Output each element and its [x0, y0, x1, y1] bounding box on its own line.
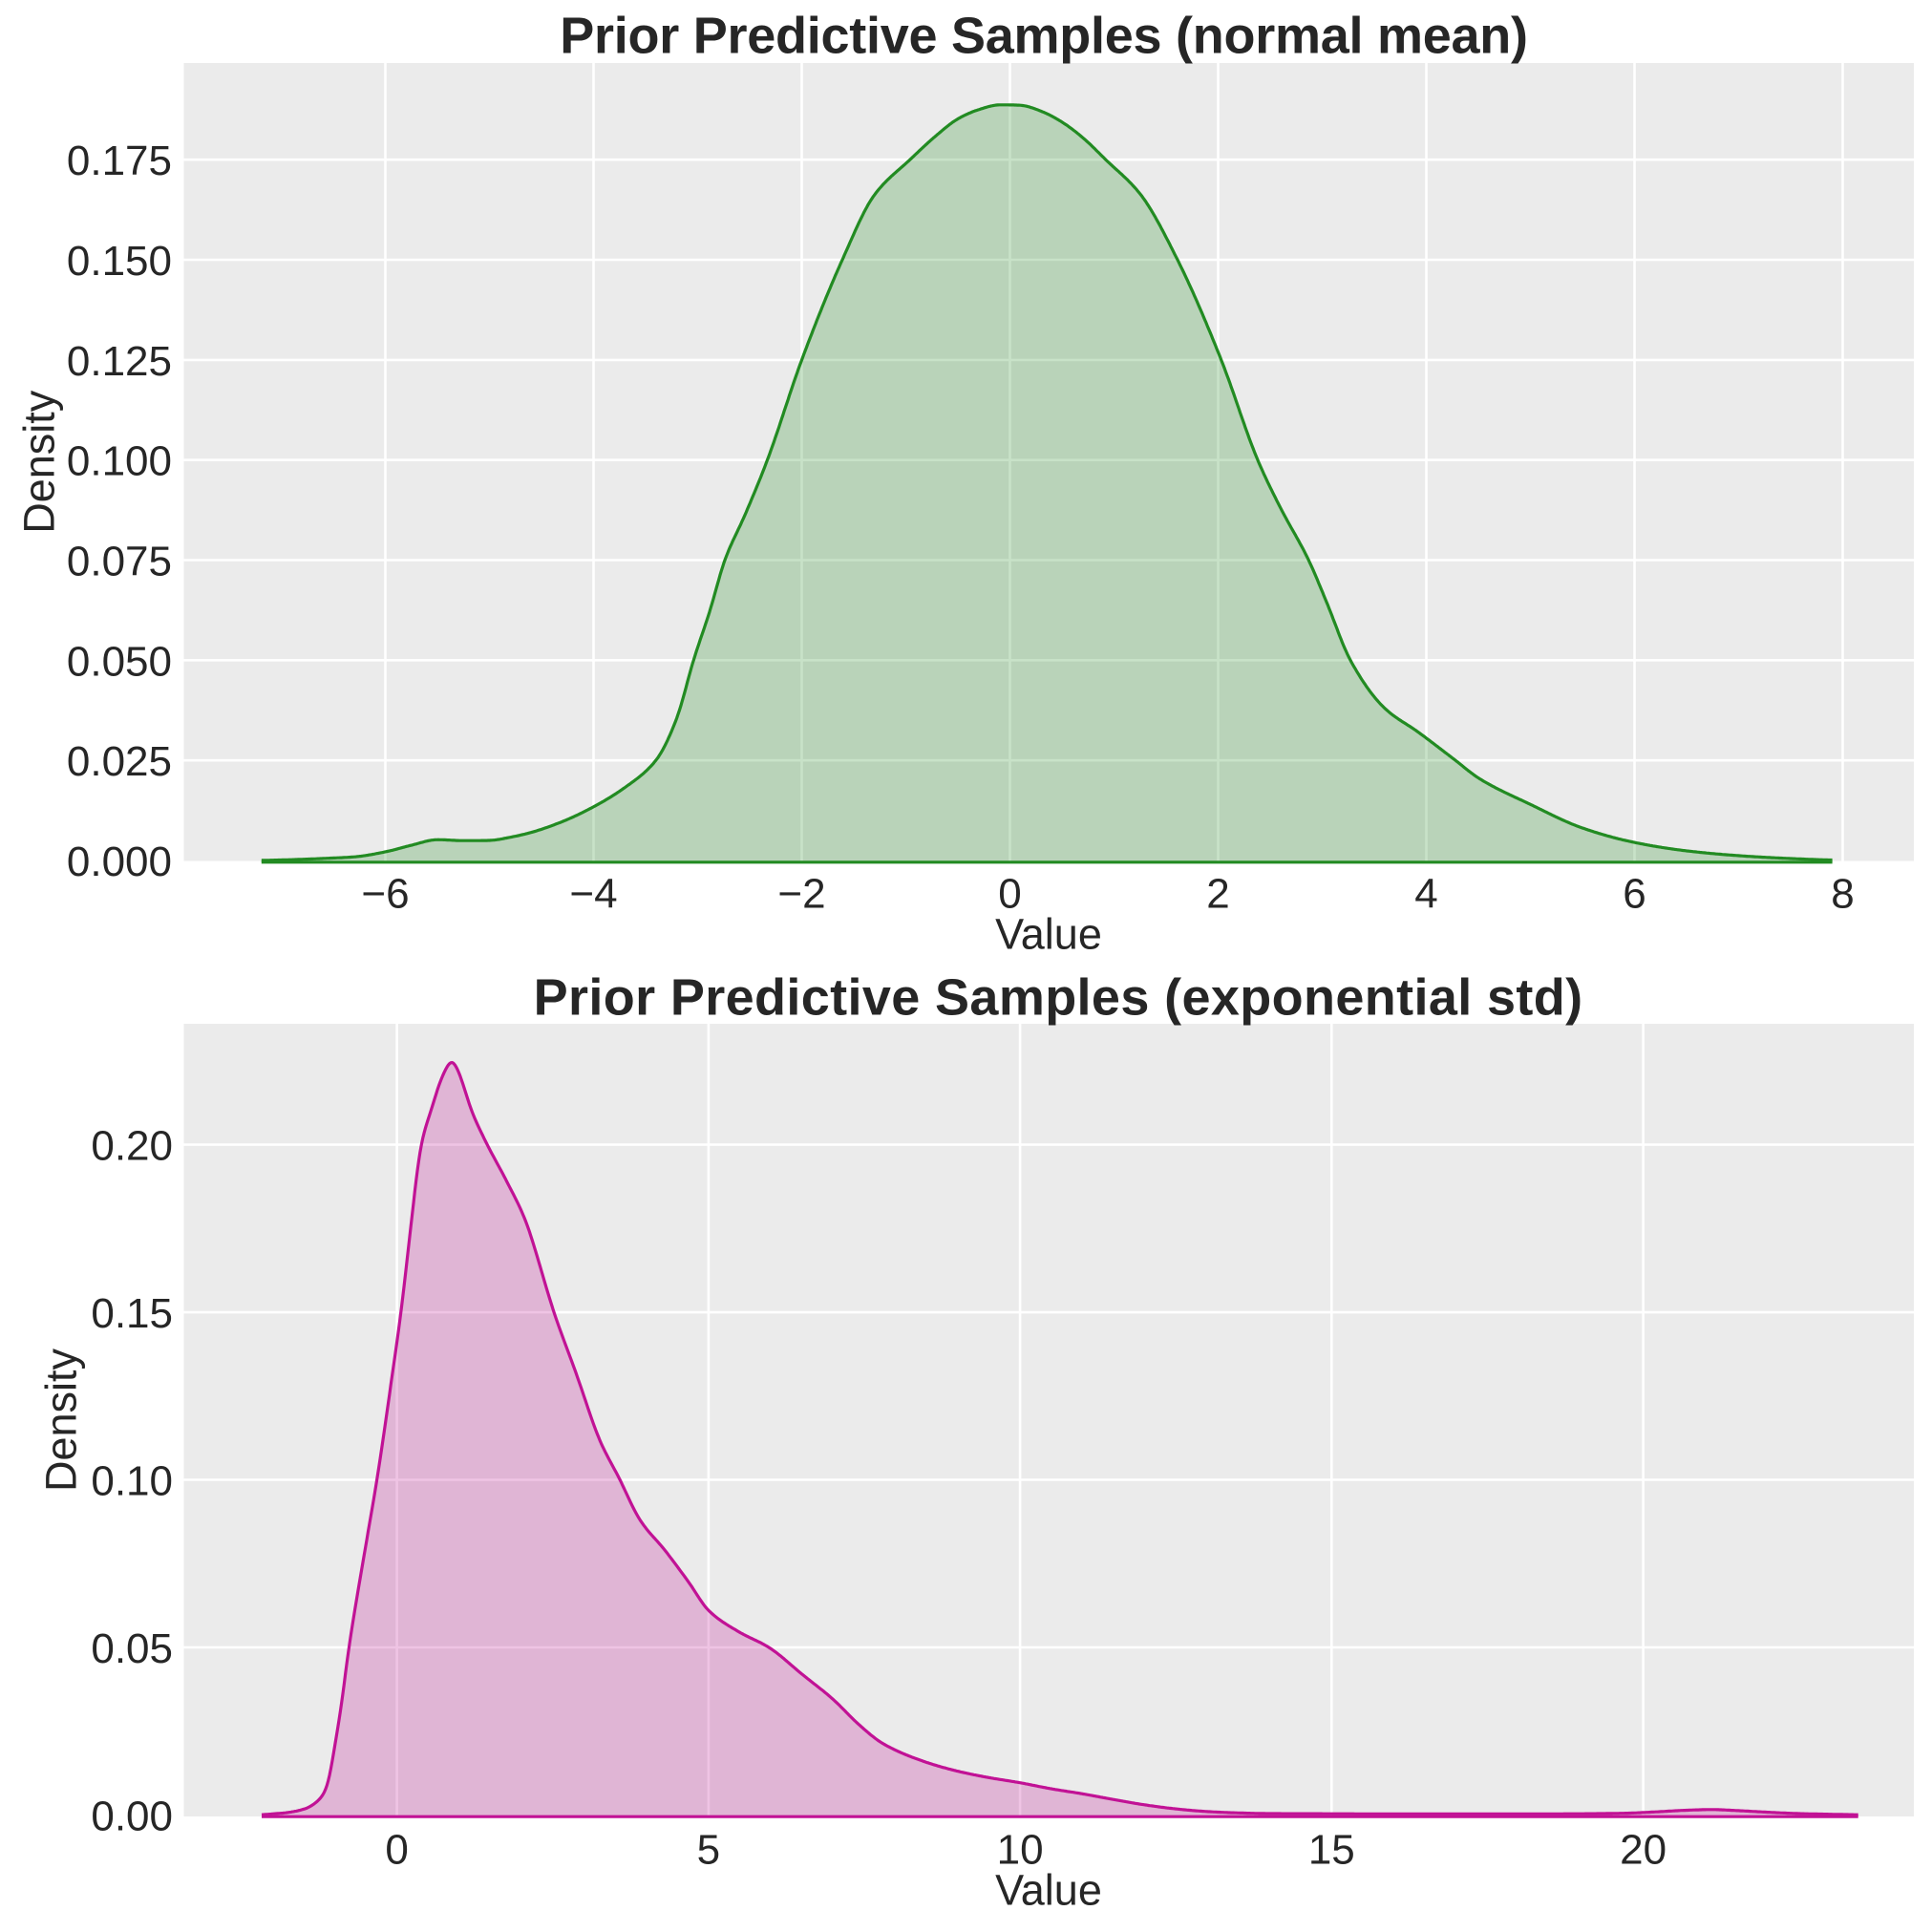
svg-text:20: 20 — [1620, 1826, 1667, 1873]
svg-text:0.075: 0.075 — [67, 539, 172, 585]
svg-text:0.15: 0.15 — [91, 1290, 173, 1337]
svg-text:Density: Density — [37, 1348, 86, 1492]
svg-text:Prior Predictive Samples (expo: Prior Predictive Samples (exponential st… — [534, 969, 1583, 1027]
svg-text:−2: −2 — [777, 870, 825, 917]
svg-text:8: 8 — [1831, 870, 1854, 917]
svg-text:Density: Density — [15, 390, 64, 534]
svg-text:0.000: 0.000 — [67, 839, 172, 885]
svg-text:0.10: 0.10 — [91, 1458, 173, 1505]
svg-text:0: 0 — [385, 1826, 408, 1873]
svg-text:0.05: 0.05 — [91, 1625, 173, 1672]
svg-text:Prior Predictive Samples (norm: Prior Predictive Samples (normal mean) — [560, 7, 1527, 64]
svg-text:5: 5 — [697, 1826, 720, 1873]
svg-text:0: 0 — [998, 870, 1021, 917]
svg-text:0.150: 0.150 — [67, 238, 172, 285]
svg-text:4: 4 — [1414, 870, 1437, 917]
svg-text:0.175: 0.175 — [67, 138, 172, 184]
svg-text:−4: −4 — [569, 870, 617, 917]
svg-text:10: 10 — [997, 1826, 1044, 1873]
svg-text:0.025: 0.025 — [67, 738, 172, 785]
svg-text:Value: Value — [995, 1866, 1102, 1915]
svg-text:0.125: 0.125 — [67, 338, 172, 385]
svg-text:2: 2 — [1206, 870, 1229, 917]
svg-text:0.050: 0.050 — [67, 638, 172, 685]
svg-text:Value: Value — [995, 910, 1102, 959]
svg-text:0.100: 0.100 — [67, 438, 172, 485]
svg-text:−6: −6 — [361, 870, 409, 917]
svg-text:0.20: 0.20 — [91, 1123, 173, 1170]
svg-text:0.00: 0.00 — [91, 1793, 173, 1839]
svg-text:15: 15 — [1308, 1826, 1355, 1873]
svg-text:6: 6 — [1623, 870, 1645, 917]
